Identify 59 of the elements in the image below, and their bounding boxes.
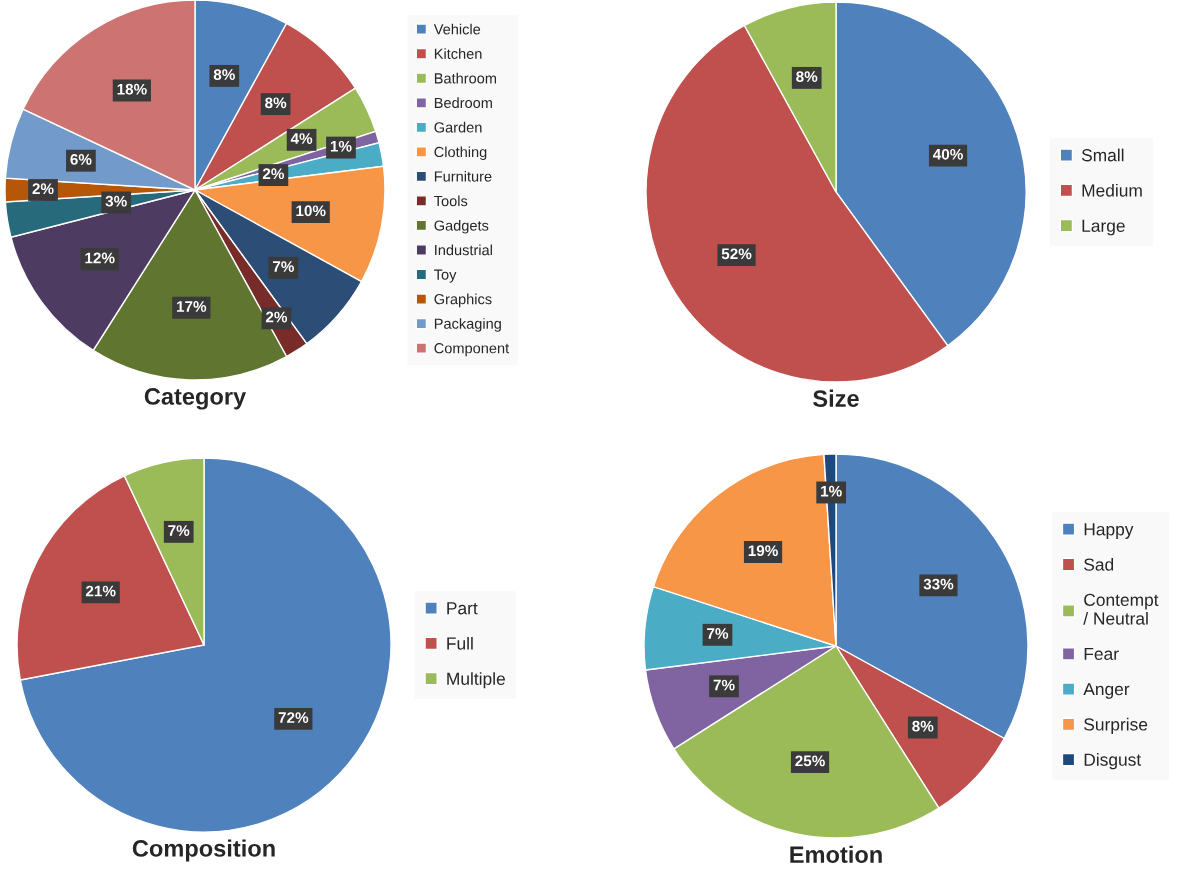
legend-label: Gadgets [434, 220, 489, 234]
data-label: 40% [932, 148, 963, 160]
data-label: 1% [330, 140, 352, 152]
legend-label: Large [1082, 219, 1125, 236]
text: Composition [132, 839, 275, 862]
data-label: 52% [721, 248, 752, 260]
data-label: 21% [85, 585, 116, 597]
data-label: 18% [117, 83, 147, 95]
legend-label: Vehicle [433, 23, 481, 35]
legend-label: Full [447, 636, 473, 650]
data-label: 3% [105, 195, 127, 207]
data-label: 8% [796, 71, 818, 82]
data-label: 72% [278, 712, 309, 723]
legend-label: Bathroom [434, 72, 496, 84]
data-label: 4% [290, 133, 313, 144]
legend-label: Garden [434, 121, 482, 133]
legend-label: Small [1081, 148, 1124, 162]
data-label: 17% [176, 301, 207, 312]
legend-label: Graphics [434, 293, 492, 308]
legend-label: Disgust [1084, 753, 1142, 770]
data-label: 2% [265, 311, 288, 323]
legend-label: Bedroom [434, 97, 492, 109]
data-label: 7% [272, 261, 294, 272]
legend-label: Component [434, 343, 510, 357]
data-label: 8% [912, 720, 934, 732]
data-label: 7% [713, 679, 735, 691]
legend-label: Packaging [434, 318, 501, 332]
data-label: 33% [923, 578, 954, 590]
text: Size [813, 389, 859, 407]
legend-label: Medium [1082, 183, 1142, 197]
data-label: 25% [795, 755, 825, 767]
legend-label: Toy [434, 269, 457, 283]
text: Emotion [790, 845, 882, 864]
legend-label: Contempt / Neutral [1083, 593, 1159, 625]
data-label: 6% [70, 153, 92, 165]
data-label: 19% [748, 545, 778, 557]
legend-label: Clothing [434, 146, 487, 160]
legend-label: Fear [1084, 647, 1119, 661]
data-label: 12% [85, 252, 115, 264]
pie-slice [19, 457, 392, 833]
legend-label: Happy [1084, 523, 1134, 539]
data-label: 8% [265, 97, 287, 109]
legend-label: Tools [434, 195, 468, 207]
legend-label: Surprise [1084, 717, 1148, 734]
data-label: 7% [168, 525, 190, 536]
legend-label: Sad [1084, 558, 1114, 571]
data-label: 10% [296, 205, 326, 217]
data-label: 8% [213, 69, 235, 80]
legend-label: Kitchen [434, 48, 482, 59]
legend-label: Anger [1083, 683, 1130, 699]
legend-label: Multiple [447, 672, 505, 689]
legend-label: Industrial [435, 244, 492, 256]
data-label: 7% [707, 628, 729, 639]
data-label: 1% [821, 485, 842, 497]
data-label: 2% [32, 183, 54, 195]
legend-label: Furniture [434, 170, 492, 182]
text: Category [144, 388, 247, 410]
data-label: 2% [262, 168, 285, 180]
legend-label: Part [447, 602, 478, 615]
